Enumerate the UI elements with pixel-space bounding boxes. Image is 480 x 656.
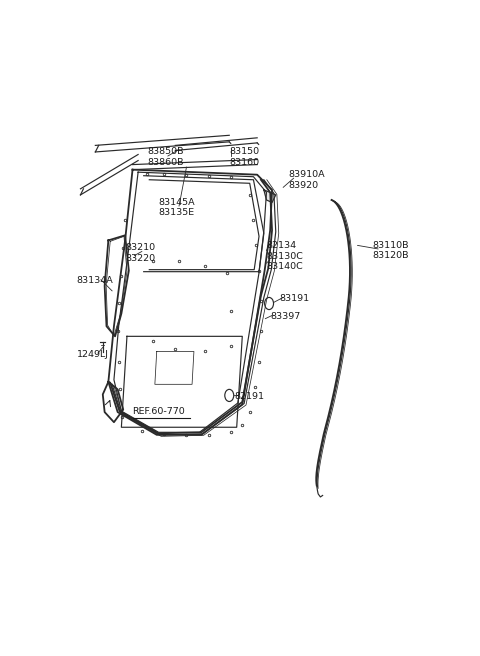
- Text: 83210
83220: 83210 83220: [125, 243, 155, 263]
- Text: 83110B
83120B: 83110B 83120B: [372, 241, 409, 260]
- Text: 83145A
83135E: 83145A 83135E: [158, 197, 195, 217]
- Text: 83150
83160: 83150 83160: [229, 147, 259, 167]
- Text: 83191: 83191: [279, 294, 310, 303]
- Text: 83397: 83397: [270, 312, 300, 321]
- Text: REF.60-770: REF.60-770: [132, 407, 185, 416]
- Text: 1249LJ: 1249LJ: [77, 350, 109, 359]
- Text: 83850B
83860B: 83850B 83860B: [147, 147, 184, 167]
- Text: 83910A
83920: 83910A 83920: [289, 170, 325, 190]
- Polygon shape: [264, 190, 276, 203]
- Text: 83134A: 83134A: [77, 276, 113, 285]
- Text: 83130C
83140C: 83130C 83140C: [266, 252, 303, 272]
- Text: 82134: 82134: [266, 241, 297, 250]
- Text: 82191: 82191: [235, 392, 265, 401]
